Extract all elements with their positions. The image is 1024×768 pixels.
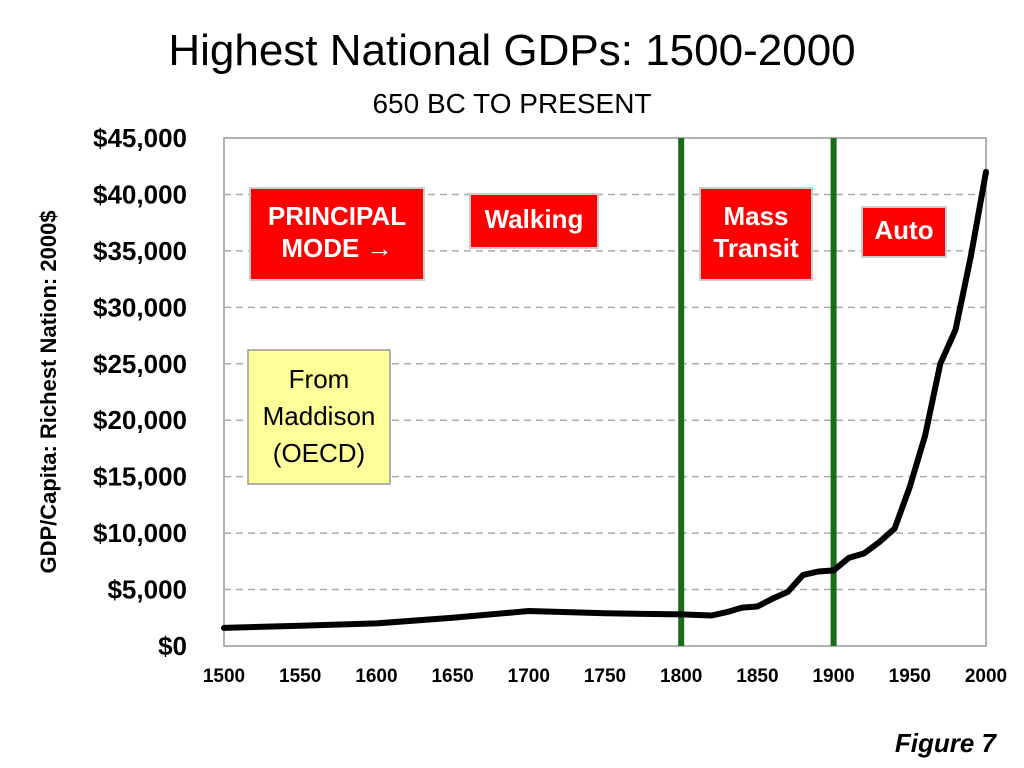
y-tick-label-45000: $45,000 — [93, 123, 187, 153]
y-tick-label-35000: $35,000 — [93, 236, 187, 266]
series-line-0 — [221, 168, 989, 631]
y-tick-label-30000: $30,000 — [93, 292, 187, 322]
annotation-auto-box — [861, 206, 947, 258]
annotation-principal-mode-box — [249, 187, 425, 281]
x-tick-label-2000: 2000 — [965, 666, 1007, 687]
data-point-1870 — [785, 589, 791, 595]
y-tick-label-10000: $10,000 — [93, 518, 187, 548]
annotation-maddison-source-line-2: (OECD) — [273, 438, 365, 468]
x-tick-label-1750: 1750 — [584, 666, 626, 687]
data-point-1600 — [373, 620, 379, 626]
data-point-1880 — [800, 572, 806, 578]
data-point-1800 — [678, 611, 684, 617]
data-point-2000 — [983, 169, 989, 175]
data-point-1840 — [739, 605, 745, 611]
data-point-1950 — [907, 484, 913, 490]
data-point-1550 — [297, 623, 303, 629]
data-point-1700 — [526, 608, 532, 614]
data-point-1850 — [754, 603, 760, 609]
data-point-1860 — [770, 596, 776, 602]
data-point-1910 — [846, 555, 852, 561]
x-tick-label-1900: 1900 — [812, 666, 854, 687]
chart-title: Highest National GDPs: 1500-2000 — [168, 26, 856, 75]
y-tick-label-5000: $5,000 — [107, 575, 187, 605]
x-tick-label-1700: 1700 — [508, 666, 550, 687]
data-point-1960 — [922, 433, 928, 439]
y-tick-label-40000: $40,000 — [93, 179, 187, 209]
y-tick-label-25000: $25,000 — [93, 349, 187, 379]
x-tick-label-1850: 1850 — [736, 666, 778, 687]
annotation-auto-line-0: Auto — [874, 215, 933, 245]
x-tick-label-1550: 1550 — [279, 666, 321, 687]
annotation-principal-mode-line-1: MODE → — [281, 233, 392, 263]
annotation-walking-box — [469, 193, 599, 249]
annotation-maddison-source-line-1: Maddison — [263, 401, 376, 431]
data-point-1890 — [815, 568, 821, 574]
y-tick-label-20000: $20,000 — [93, 405, 187, 435]
figure-label: Figure 7 — [894, 728, 996, 758]
annotation-mass-transit-box — [699, 187, 813, 281]
data-point-1900 — [831, 567, 837, 573]
data-point-1500 — [221, 625, 227, 631]
data-point-1820 — [709, 613, 715, 619]
y-tick-label-15000: $15,000 — [93, 462, 187, 492]
y-axis-label: GDP/Capita: Richest Nation: 2000$ — [36, 210, 61, 573]
annotation-walking-line-0: Walking — [485, 204, 584, 234]
data-point-1650 — [450, 615, 456, 621]
data-point-1970 — [937, 361, 943, 367]
data-point-1750 — [602, 610, 608, 616]
x-tick-label-1650: 1650 — [431, 666, 473, 687]
annotation-principal-mode-line-0: PRINCIPAL — [268, 201, 406, 231]
data-point-1930 — [876, 539, 882, 545]
annotation-maddison-source-box — [247, 349, 391, 485]
data-point-1830 — [724, 609, 730, 615]
annotation-maddison-source-line-0: From — [289, 364, 350, 394]
data-point-1920 — [861, 550, 867, 556]
y-tick-label-0: $0 — [158, 631, 187, 661]
annotation-mass-transit-line-0: Mass — [723, 201, 788, 231]
chart-subtitle: 650 BC TO PRESENT — [372, 88, 652, 119]
annotation-mass-transit-line-1: Transit — [713, 233, 799, 263]
data-point-1980 — [953, 327, 959, 333]
data-point-1940 — [892, 526, 898, 532]
x-tick-label-1800: 1800 — [660, 666, 702, 687]
x-tick-label-1950: 1950 — [889, 666, 931, 687]
data-point-1990 — [968, 254, 974, 260]
x-tick-label-1500: 1500 — [203, 666, 245, 687]
x-tick-label-1600: 1600 — [355, 666, 397, 687]
